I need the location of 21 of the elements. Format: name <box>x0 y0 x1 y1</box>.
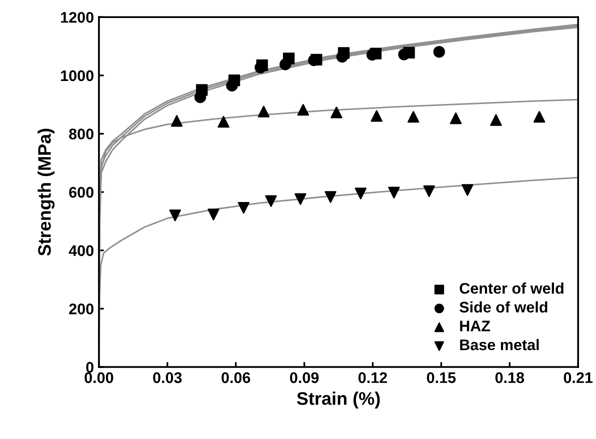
legend-label: Side of weld <box>460 301 548 313</box>
y-tick-label: 800 <box>69 128 94 140</box>
x-tick-label: 0.15 <box>426 372 456 384</box>
x-tick-label: 0.00 <box>84 372 114 384</box>
y-tick-label: 1000 <box>61 70 94 82</box>
x-tick-label: 0.18 <box>495 372 524 384</box>
y-tick-label: 400 <box>68 245 94 256</box>
x-tick-label: 0.12 <box>358 372 388 384</box>
y-axis-title: Strength (MPa) <box>38 128 55 256</box>
y-tick-label: 1200 <box>61 12 94 23</box>
y-tick-label: 600 <box>69 186 94 198</box>
x-tick-label: 0.03 <box>153 372 182 384</box>
y-tick-label: 0 <box>86 362 94 373</box>
y-tick-label: 200 <box>69 304 94 314</box>
legend-label: Center of weld <box>460 282 564 294</box>
x-tick-label: 0.21 <box>564 372 593 384</box>
legend-label: HAZ <box>460 320 490 332</box>
legend-label: Base metal <box>460 339 539 350</box>
x-tick-label: 0.09 <box>290 372 319 384</box>
x-tick-label: 0.06 <box>222 372 250 384</box>
x-axis-title: Strain (%) <box>296 392 380 408</box>
